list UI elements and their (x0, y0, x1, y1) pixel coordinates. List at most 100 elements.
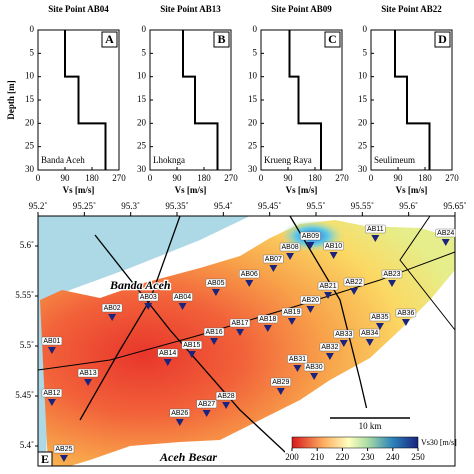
y-tick-label: 5 (142, 47, 147, 57)
x-tick-label: 270 (112, 173, 126, 183)
y-tick-label: 20 (137, 117, 147, 127)
station-label: AB26 (171, 410, 188, 417)
station-marker (276, 388, 285, 395)
y-tick-label: 15 (248, 94, 258, 104)
chart-title: Site Point AB04 (48, 4, 109, 14)
y-tick-label: 15 (358, 94, 368, 104)
y-tick-label: 5.4˚ (20, 440, 34, 450)
station-label: AB14 (159, 350, 176, 357)
x-tick-label: 90 (173, 173, 183, 183)
x-axis-label: Vs [m/s] (286, 185, 318, 195)
y-tick-label: 15 (137, 94, 147, 104)
station-label-box (343, 277, 365, 287)
station-label-box (101, 303, 123, 313)
x-tick-label: 95.55˚ (351, 201, 374, 211)
chart-title: Site Point AB13 (160, 4, 221, 14)
x-tick-label: 90 (394, 173, 404, 183)
station-label-box (203, 327, 225, 337)
station-marker (84, 379, 93, 386)
x-tick-label: 270 (445, 173, 459, 183)
station-label-box (333, 329, 354, 339)
place-label: Banda Aceh (109, 278, 171, 292)
y-tick-label: 30 (137, 164, 147, 174)
station-label-box (319, 342, 341, 352)
colorbar-tick-label: 210 (310, 452, 324, 462)
station-label: AB21 (319, 283, 336, 290)
station-label: AB07 (265, 256, 282, 263)
x-tick-label: 95.25˚ (73, 201, 96, 211)
y-tick-label: 5.55˚ (15, 290, 34, 300)
station-marker (144, 303, 153, 310)
y-tick-label: 20 (358, 117, 368, 127)
x-tick-label: 270 (335, 173, 349, 183)
y-tick-label: 5 (363, 47, 368, 57)
plot-frame (149, 29, 232, 171)
station-marker (210, 338, 219, 345)
station-label: AB32 (321, 344, 338, 351)
station-label: AB30 (306, 364, 323, 371)
panel-letter-box (213, 31, 230, 48)
panel-letter-box (434, 31, 451, 48)
y-tick-label: 25 (25, 141, 35, 151)
station-label: AB29 (272, 379, 289, 386)
station-label-box (303, 362, 325, 372)
station-label: AB25 (55, 446, 72, 453)
station-marker (339, 340, 348, 347)
station-label-box (300, 295, 321, 305)
colorbar-label: Vs30 [m/s] (421, 438, 457, 447)
station-marker (59, 455, 68, 462)
station-label-box (270, 377, 291, 387)
station-marker (325, 353, 334, 360)
station-label-box (435, 228, 456, 238)
site-name: Lhoknga (153, 155, 185, 165)
station-label-box (317, 281, 339, 291)
y-tick-label: 0 (30, 24, 35, 34)
station-label-box (365, 224, 386, 234)
map-frame (37, 215, 456, 467)
station-label: AB36 (397, 310, 414, 317)
y-tick-label: 5 (30, 47, 35, 57)
y-tick-label: 0 (142, 24, 147, 34)
station-marker (306, 306, 315, 313)
x-tick-label: 180 (85, 173, 99, 183)
station-label: AB09 (302, 233, 319, 240)
station-marker (375, 323, 384, 330)
station-label: AB04 (174, 294, 191, 301)
site-name: Krueng Raya (264, 155, 312, 165)
station-marker (293, 365, 302, 372)
station-label-box (300, 231, 321, 241)
x-tick-label: 95.4˚ (214, 201, 233, 211)
station-marker (269, 265, 278, 272)
colorbar-tick-label: 200 (285, 452, 299, 462)
profile-line (64, 30, 107, 170)
x-tick-label: 0 (259, 173, 264, 183)
station-label: AB19 (283, 309, 300, 316)
panel-letter-box (101, 31, 118, 48)
y-tick-label: 10 (358, 71, 368, 81)
panel-letter: A (105, 32, 114, 46)
station-label: AB18 (259, 316, 276, 323)
station-marker (108, 314, 117, 321)
station-label-box (172, 292, 193, 302)
panel-letter: E (41, 452, 49, 466)
site-name: Banda Aceh (41, 155, 85, 165)
x-tick-label: 180 (308, 173, 322, 183)
station-label: AB11 (367, 226, 384, 233)
station-marker (310, 373, 319, 380)
station-label: AB22 (345, 279, 362, 286)
y-tick-label: 30 (358, 164, 368, 174)
x-axis-label: Vs [m/s] (175, 185, 207, 195)
station-label-box (138, 292, 159, 302)
station-marker (329, 252, 338, 259)
station-label-box (279, 242, 301, 252)
profile-line (394, 30, 431, 170)
station-marker (187, 351, 196, 358)
y-tick-label: 25 (358, 141, 368, 151)
x-tick-label: 90 (61, 173, 71, 183)
station-label: AB16 (206, 329, 223, 336)
station-marker (211, 289, 220, 296)
profile-line (288, 30, 322, 170)
x-tick-label: 95.35˚ (165, 201, 188, 211)
